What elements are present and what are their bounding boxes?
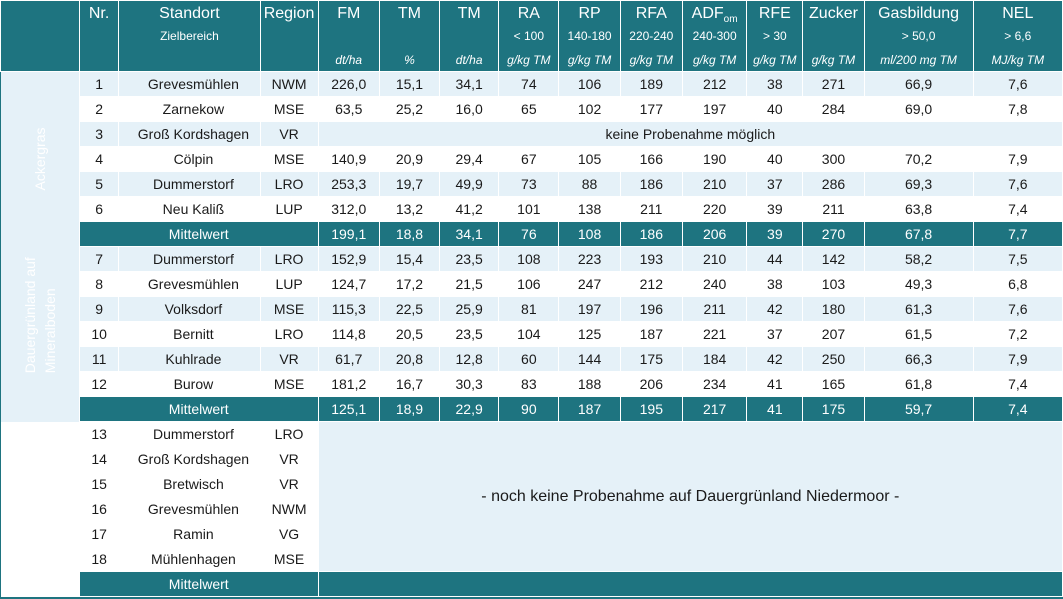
header-nr: Nr. bbox=[78, 0, 120, 29]
table-header: Nr. Standort Region FM TM TM RA RP RFA A… bbox=[0, 0, 1063, 72]
range-ra: < 100 bbox=[498, 29, 560, 49]
header-adf: ADFom bbox=[681, 0, 748, 29]
header-rp: RP bbox=[558, 0, 621, 29]
range-fm bbox=[317, 29, 380, 49]
mittelwert-row-ackergras: Mittelwert 199,1 18,8 34,1 76 108 186 206 39 270… bbox=[1, 221, 1063, 247]
unit-adf: g/kg TM bbox=[681, 49, 748, 72]
table-row: 15 Bretwisch VR bbox=[1, 471, 1063, 497]
unit-rfa: g/kg TM bbox=[619, 49, 683, 72]
table-row: 16 Grevesmühlen NWM bbox=[1, 496, 1063, 522]
table-body: Ackergras 1 Grevesmühlen NWM 226,0 15,1 34… bbox=[0, 71, 1063, 597]
range-tm-dtha bbox=[439, 29, 500, 49]
range-nel: > 6,6 bbox=[972, 29, 1063, 49]
header-corner bbox=[0, 0, 80, 29]
range-gasbildung: > 50,0 bbox=[863, 29, 974, 49]
niedermoor-note: - noch keine Probenahme auf Dauergrünlan… bbox=[317, 421, 1063, 572]
unit-gasbildung: ml/200 mg TM bbox=[863, 49, 974, 72]
table-row: Dauergrünland auf Mineralboden 7 Dummerst… bbox=[0, 246, 1063, 422]
table-row: 9 Volksdorf MSE 115,3 22,5 25,9 81 197 196 211… bbox=[1, 296, 1063, 322]
header-adf-sub: om bbox=[723, 14, 738, 26]
unit-rfe: g/kg TM bbox=[746, 49, 804, 72]
header-adf-label: ADF bbox=[691, 5, 724, 22]
group-label-niedermoor: Dauergrünland auf Niedermoor bbox=[0, 421, 80, 597]
table-row: 14 Groß Kordshagen VR bbox=[1, 446, 1063, 472]
header-fm: FM bbox=[317, 0, 380, 29]
unit-nel: MJ/kg TM bbox=[972, 49, 1063, 72]
header-region: Region bbox=[259, 0, 319, 29]
unit-ra: g/kg TM bbox=[498, 49, 560, 72]
mittelwert-label: Mittelwert bbox=[78, 221, 319, 247]
header-nel: NEL bbox=[972, 0, 1063, 29]
unit-zucker: g/kg TM bbox=[802, 49, 865, 72]
range-rfe: > 30 bbox=[746, 29, 804, 49]
mittelwert-row-mineralboden: Mittelwert 125,1 18,9 22,9 90 187 195 217 41 175… bbox=[1, 396, 1063, 422]
header-zucker: Zucker bbox=[802, 0, 865, 29]
unit-rp: g/kg TM bbox=[558, 49, 621, 72]
table-row: Dauergrünland auf Niedermoor 13 Dummersto… bbox=[0, 421, 1063, 597]
table-row: 12 Burow MSE 181,2 16,7 30,3 83 188 206 234 41 1… bbox=[1, 371, 1063, 397]
table-row: 8 Grevesmühlen LUP 124,7 17,2 21,5 106 247 21… bbox=[1, 271, 1063, 297]
table-row: 3 Groß Kordshagen VR keine Probenahme mö… bbox=[1, 121, 1063, 147]
table-row: 10 Bernitt LRO 114,8 20,5 23,5 104 125 187 221… bbox=[1, 321, 1063, 347]
header-ra: RA bbox=[498, 0, 560, 29]
mittelwert-label: Mittelwert bbox=[78, 396, 319, 422]
group-label-ackergras: Ackergras bbox=[0, 71, 80, 247]
range-adf: 240-300 bbox=[681, 29, 748, 49]
table-row: 11 Kuhlrade VR 61,7 20,8 12,8 60 144 175 184 42… bbox=[1, 346, 1063, 372]
header-tm-dtha: TM bbox=[439, 0, 500, 29]
header-zielbereich: Zielbereich bbox=[118, 29, 261, 49]
unit-tm-dtha: dt/ha bbox=[439, 49, 500, 72]
mittelwert-row-niedermoor: Mittelwert bbox=[1, 571, 1063, 597]
range-zucker bbox=[802, 29, 865, 49]
no-sample-note: keine Probenahme möglich bbox=[317, 121, 1063, 147]
unit-tm-pct: % bbox=[378, 49, 441, 72]
range-tm-pct bbox=[378, 29, 441, 49]
header-rfa: RFA bbox=[619, 0, 683, 29]
table-row: 17 Ramin VG bbox=[1, 521, 1063, 547]
header-gasbildung: Gasbildung bbox=[863, 0, 974, 29]
table-row: 18 Mühlenhagen MSE bbox=[1, 546, 1063, 572]
header-standort: Standort bbox=[118, 0, 261, 29]
header-tm-pct: TM bbox=[378, 0, 441, 29]
table-row: 2 Zarnekow MSE 63,5 25,2 16,0 65 102 177 197 40… bbox=[1, 96, 1063, 122]
table-row: 4 Cölpin MSE 140,9 20,9 29,4 67 105 166 190 40 3… bbox=[1, 146, 1063, 172]
header-rfe: RFE bbox=[746, 0, 804, 29]
unit-fm: dt/ha bbox=[317, 49, 380, 72]
group-label-mineralboden: Dauergrünland auf Mineralboden bbox=[0, 246, 80, 422]
range-rfa: 220-240 bbox=[619, 29, 683, 49]
range-rp: 140-180 bbox=[558, 29, 621, 49]
table-row: Ackergras 1 Grevesmühlen NWM 226,0 15,1 34… bbox=[0, 71, 1063, 247]
table-row: 6 Neu Kaliß LUP 312,0 13,2 41,2 101 138 211 22… bbox=[1, 196, 1063, 222]
table-row: 5 Dummerstorf LRO 253,3 19,7 49,9 73 88 186 21… bbox=[1, 171, 1063, 197]
mittelwert-label: Mittelwert bbox=[78, 571, 319, 597]
